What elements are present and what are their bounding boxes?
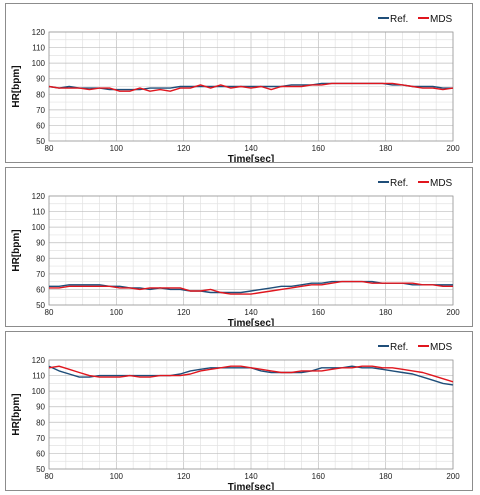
chart-panel-2: 50 60 70 80 90 100 110 120 80 100 120 140 160 180 200 T… — [5, 167, 473, 327]
x-tick-label: 100 — [110, 308, 124, 317]
plot-area-border — [48, 359, 454, 470]
hr-chart-1: 50 60 70 80 90 100 110 120 80 100 120 140 160 180 200 T… — [11, 14, 460, 162]
y-tick-label: 80 — [36, 418, 45, 427]
x-tick-label: 200 — [446, 308, 460, 317]
y-tick-label: 90 — [36, 403, 45, 412]
y-tick-label: 70 — [36, 434, 45, 443]
y-tick-label: 110 — [32, 208, 45, 217]
series-line-mds — [48, 82, 454, 92]
grid — [48, 359, 454, 470]
plot-area-border — [48, 195, 454, 306]
y-tick-label: 80 — [36, 254, 45, 263]
x-tick-label: 180 — [379, 308, 393, 317]
y-tick-label: 120 — [32, 356, 46, 365]
y-tick-label: 110 — [32, 372, 45, 381]
grid — [48, 195, 454, 306]
x-tick-label: 100 — [110, 144, 124, 153]
legend-label: Ref. — [390, 342, 408, 353]
legend-label: Ref. — [390, 14, 408, 25]
x-tick-label: 80 — [45, 308, 54, 317]
x-tick-label: 120 — [177, 144, 191, 153]
legend-label: MDS — [430, 14, 453, 25]
y-tick-label: 60 — [36, 121, 45, 130]
x-tick-label: 140 — [244, 308, 258, 317]
x-tick-label: 160 — [312, 144, 326, 153]
x-tick-label: 120 — [177, 472, 191, 481]
x-axis-title: Time[sec] — [228, 318, 275, 326]
x-tick-label: 180 — [379, 472, 393, 481]
x-tick-label: 140 — [244, 472, 258, 481]
series-line-mds — [48, 365, 454, 383]
y-tick-label: 100 — [32, 59, 46, 68]
y-tick-label: 50 — [36, 137, 45, 146]
legend: Ref. MDS — [378, 14, 453, 25]
y-axis-title: HR[bpm] — [11, 65, 22, 107]
y-tick-label: 50 — [36, 301, 45, 310]
hr-chart-2: 50 60 70 80 90 100 110 120 80 100 120 140 160 180 200 T… — [11, 178, 460, 326]
legend-label: MDS — [430, 178, 453, 189]
x-tick-label: 100 — [110, 472, 124, 481]
legend-label: MDS — [430, 342, 453, 353]
x-tick-label: 140 — [244, 144, 258, 153]
y-tick-label: 70 — [36, 106, 45, 115]
x-axis-title: Time[sec] — [228, 154, 275, 162]
y-tick-label: 50 — [36, 465, 45, 474]
legend-label: Ref. — [390, 178, 408, 189]
y-tick-label: 100 — [32, 223, 46, 232]
y-tick-label: 70 — [36, 270, 45, 279]
y-tick-label: 120 — [32, 192, 46, 201]
x-axis-title: Time[sec] — [228, 482, 275, 490]
y-tick-label: 90 — [36, 239, 45, 248]
y-axis-title: HR[bpm] — [11, 393, 22, 435]
x-tick-label: 120 — [177, 308, 191, 317]
y-tick-label: 110 — [32, 44, 45, 53]
x-tick-label: 180 — [379, 144, 393, 153]
y-axis-title: HR[bpm] — [11, 229, 22, 271]
x-tick-label: 200 — [446, 144, 460, 153]
series-line-mds — [49, 280, 453, 295]
chart-panel-1: 50 60 70 80 90 100 110 120 80 100 120 140 160 180 200 T… — [5, 3, 473, 163]
y-tick-label: 90 — [36, 75, 45, 84]
x-tick-label: 200 — [446, 472, 460, 481]
x-tick-label: 160 — [312, 308, 326, 317]
legend: Ref. MDS — [378, 178, 453, 189]
y-tick-label: 60 — [36, 449, 45, 458]
x-tick-label: 80 — [45, 144, 54, 153]
x-tick-label: 80 — [45, 472, 54, 481]
y-tick-label: 100 — [32, 387, 46, 396]
legend: Ref. MDS — [378, 342, 453, 353]
x-tick-label: 160 — [312, 472, 326, 481]
y-tick-label: 60 — [36, 285, 45, 294]
chart-panel-3: 50 60 70 80 90 100 110 120 80 100 120 140 160 180 200 T… — [5, 331, 473, 491]
hr-chart-3: 50 60 70 80 90 100 110 120 80 100 120 140 160 180 200 T… — [11, 342, 460, 490]
y-tick-label: 80 — [36, 90, 45, 99]
y-tick-label: 120 — [32, 28, 46, 37]
